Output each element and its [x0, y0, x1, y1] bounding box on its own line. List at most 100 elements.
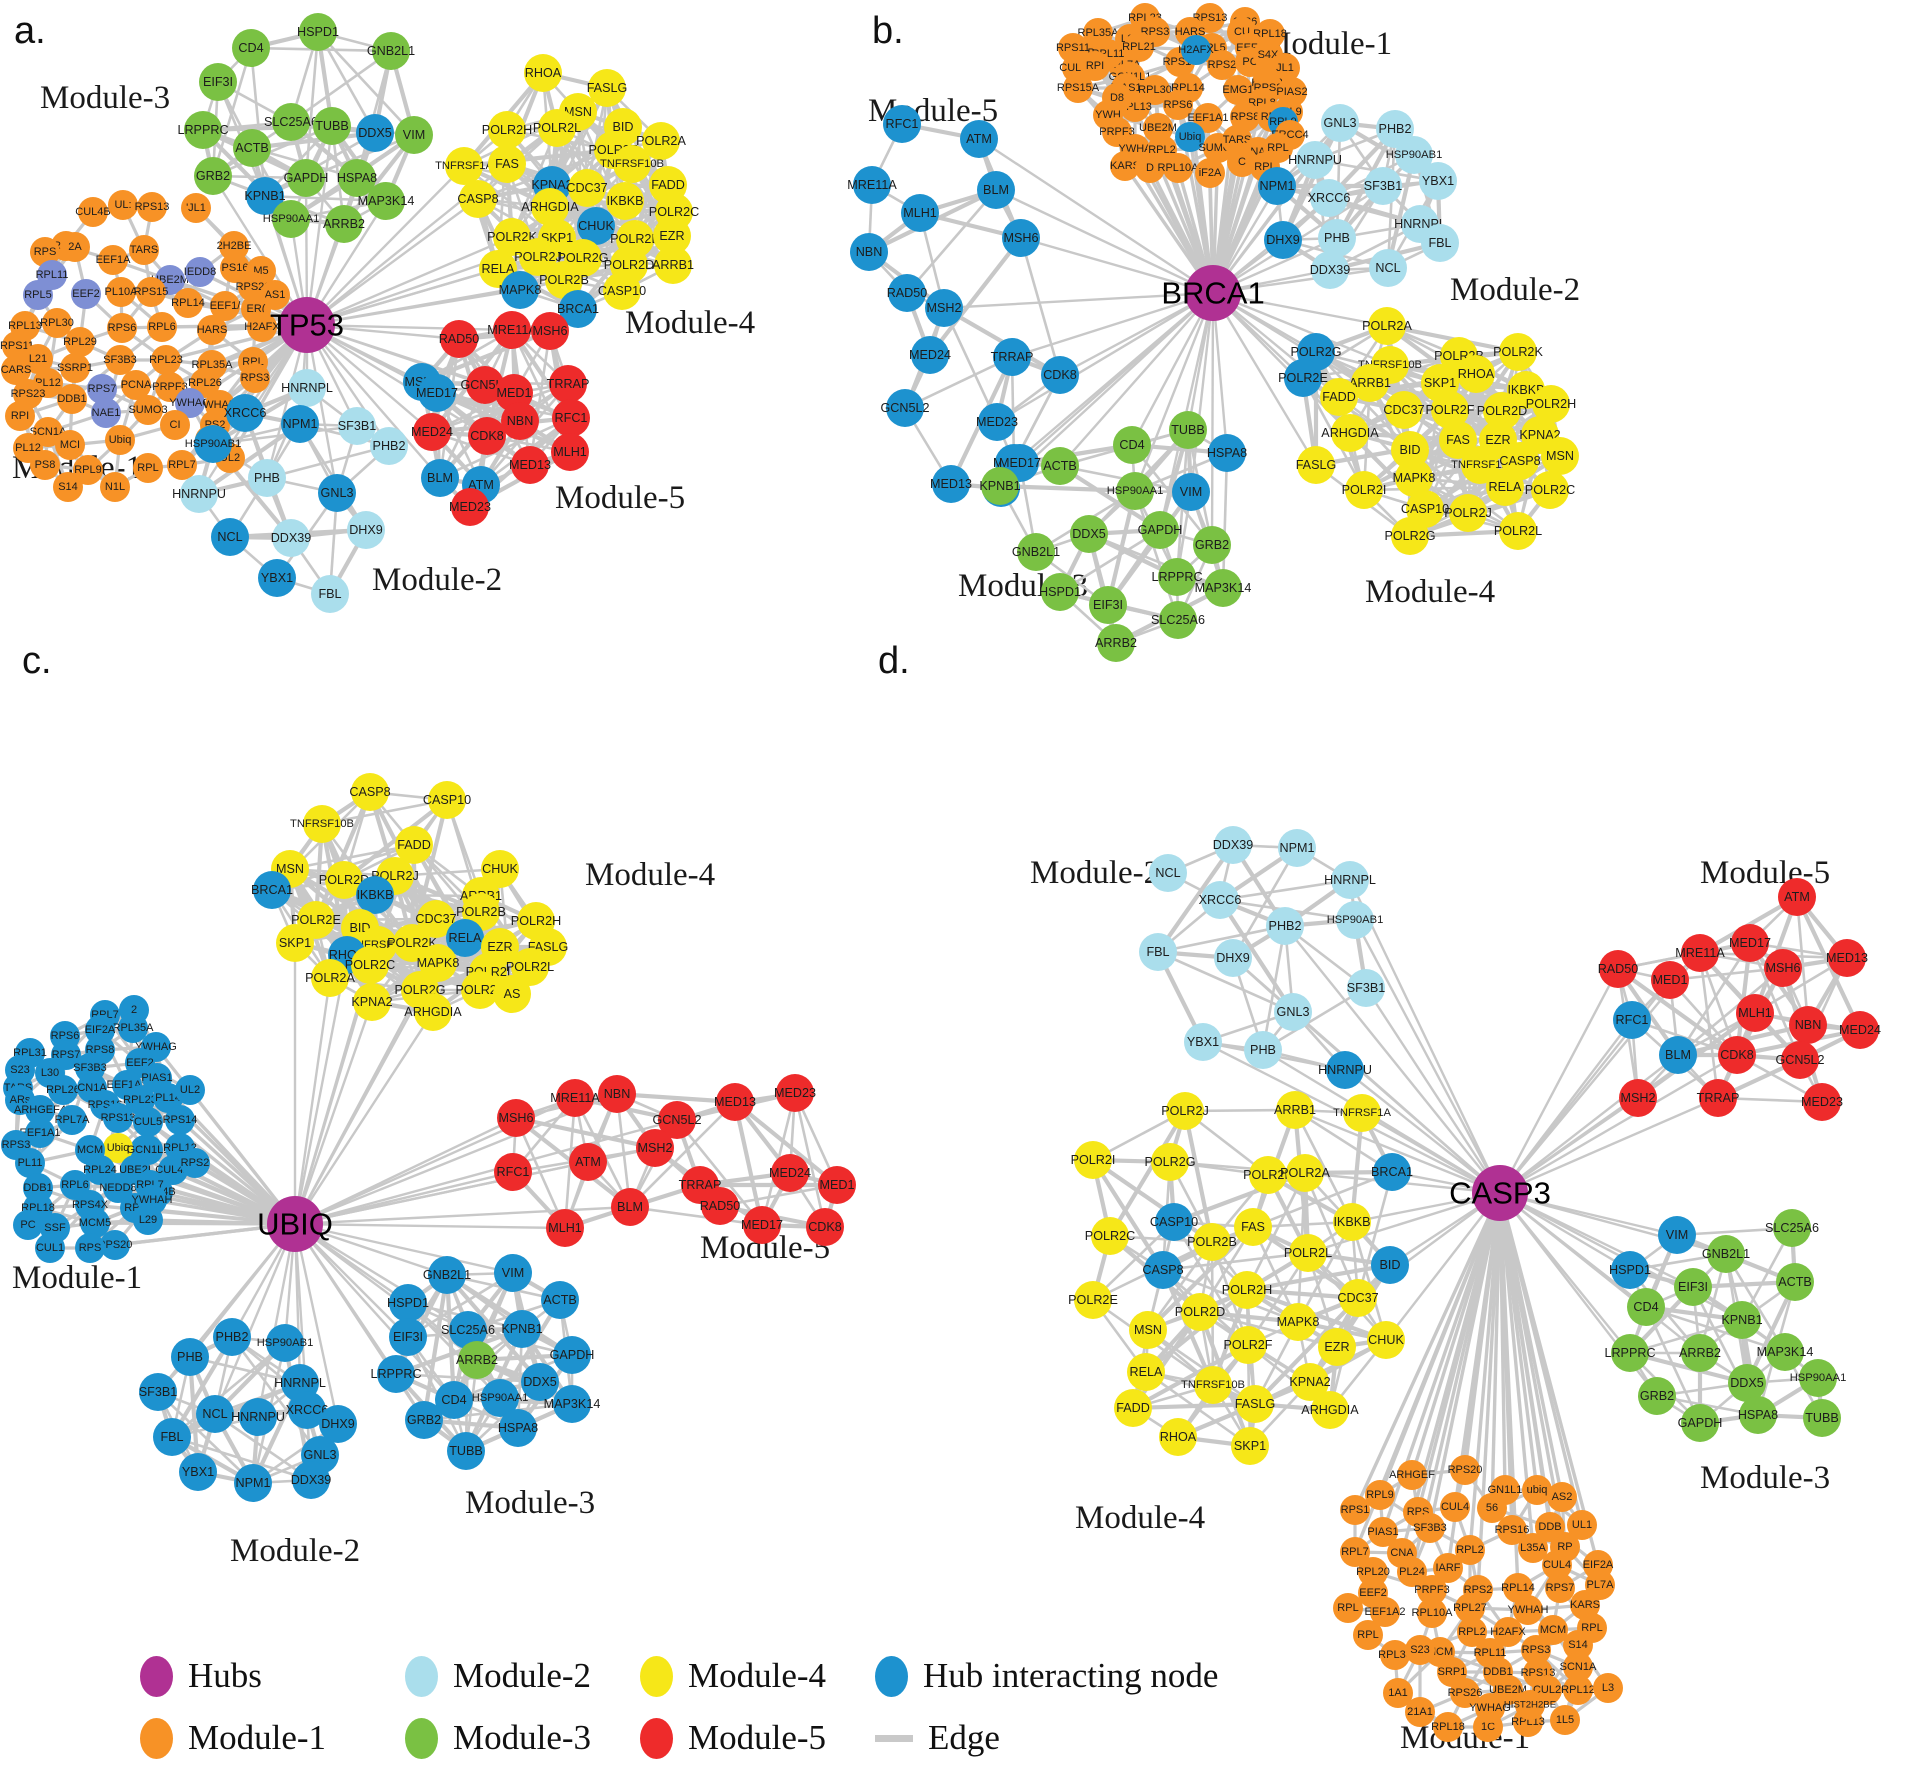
network-node[interactable]: PCNA	[121, 370, 152, 400]
network-node[interactable]: RPS6	[107, 313, 137, 343]
node-circle[interactable]	[603, 272, 641, 310]
network-node[interactable]: RPL18	[1431, 1712, 1465, 1742]
network-node[interactable]: GNB2L1	[367, 32, 415, 70]
network-node[interactable]: RPS7	[87, 374, 117, 404]
network-node[interactable]: POLR2H	[482, 111, 532, 149]
network-node[interactable]: CI	[160, 410, 190, 440]
network-node[interactable]: FBL	[1139, 933, 1177, 971]
node-circle[interactable]	[488, 111, 526, 149]
node-circle[interactable]	[87, 374, 117, 404]
node-circle[interactable]	[180, 475, 218, 513]
network-node[interactable]: BRCA1	[557, 290, 599, 328]
network-node[interactable]: MED1	[1651, 961, 1689, 999]
network-node[interactable]: CD4	[232, 29, 270, 67]
node-circle[interactable]	[299, 13, 337, 51]
node-circle[interactable]	[197, 315, 227, 345]
node-circle[interactable]	[155, 372, 185, 402]
node-circle[interactable]	[356, 114, 394, 152]
network-node[interactable]: CASP8	[457, 180, 499, 218]
network-node[interactable]: CUL4	[1440, 1492, 1470, 1522]
node-circle[interactable]	[160, 410, 190, 440]
network-node[interactable]: RPL9	[73, 455, 103, 485]
network-node[interactable]: GNB2L1	[1702, 1235, 1750, 1273]
network-node[interactable]: CDC37	[566, 169, 608, 207]
node-circle[interactable]	[105, 345, 135, 375]
network-node[interactable]: PL10A	[104, 277, 138, 307]
node-circle[interactable]	[313, 107, 351, 145]
network-node[interactable]: DDX39	[1213, 826, 1254, 864]
network-node[interactable]: Ubiq	[105, 425, 135, 455]
network-node[interactable]: FADD	[1114, 1389, 1152, 1427]
node-circle[interactable]	[370, 427, 408, 465]
network-node[interactable]: MAPK8	[1277, 1303, 1320, 1341]
network-node[interactable]: BID	[1371, 1246, 1409, 1284]
network-node[interactable]: PS8	[30, 450, 60, 480]
network-node[interactable]: PHB2	[1266, 907, 1304, 945]
network-node[interactable]: IKBKB	[606, 182, 644, 220]
network-node[interactable]: GNL3	[1274, 993, 1312, 1031]
network-node[interactable]: N1L	[100, 472, 130, 502]
network-node[interactable]: PHB	[248, 459, 286, 497]
network-node[interactable]: RPS1	[1340, 1495, 1370, 1525]
network-node[interactable]: MSN	[1129, 1311, 1167, 1349]
network-node[interactable]: CHUK	[577, 207, 615, 245]
network-node[interactable]: S23	[1405, 1635, 1435, 1665]
network-node[interactable]: POLR2B	[539, 261, 589, 299]
network-node[interactable]: HSP90AB1	[185, 425, 242, 463]
node-circle[interactable]	[5, 401, 35, 431]
network-node[interactable]: RHOA	[524, 54, 562, 92]
node-circle[interactable]	[78, 197, 108, 227]
node-circle[interactable]	[194, 157, 232, 195]
network-node[interactable]: RELA	[1127, 1353, 1165, 1391]
network-node[interactable]: TNFRSF10B	[600, 145, 664, 183]
network-node[interactable]: CHUK	[1367, 1321, 1405, 1359]
network-node[interactable]: ARHGDIA	[521, 188, 579, 226]
network-node[interactable]: UL:	[108, 190, 138, 220]
network-node[interactable]: HSPD1	[297, 13, 339, 51]
network-node[interactable]: RPL14	[171, 288, 205, 318]
node-circle[interactable]	[199, 63, 237, 101]
network-node[interactable]: VIM	[395, 116, 433, 154]
node-circle[interactable]	[55, 430, 85, 460]
node-circle[interactable]	[185, 257, 215, 287]
network-node[interactable]: NPM1	[281, 405, 319, 443]
network-node[interactable]: 'JL1	[181, 193, 211, 223]
node-circle[interactable]	[577, 207, 615, 245]
network-node[interactable]: CASP10	[598, 272, 646, 310]
node-circle[interactable]	[184, 111, 222, 149]
node-circle[interactable]	[133, 453, 163, 483]
network-node[interactable]: SSRP1	[57, 353, 93, 383]
network-node[interactable]: H2AFX	[244, 312, 280, 342]
network-node[interactable]: SF3B1	[1347, 969, 1386, 1007]
node-circle[interactable]	[220, 253, 250, 283]
network-node[interactable]: RPS13	[135, 192, 170, 222]
network-node[interactable]: GRB2	[194, 157, 232, 195]
network-node[interactable]: ATM	[1778, 878, 1816, 916]
node-circle[interactable]	[30, 450, 60, 480]
node-circle[interactable]	[107, 313, 137, 343]
network-node[interactable]: EEF1/	[210, 291, 242, 321]
node-circle[interactable]	[318, 474, 356, 512]
network-node[interactable]: FAS	[488, 145, 526, 183]
network-node[interactable]: DDX5	[356, 114, 394, 152]
network-node[interactable]: 2A	[60, 232, 90, 262]
node-circle[interactable]	[98, 245, 128, 275]
node-circle[interactable]	[219, 231, 249, 261]
network-node[interactable]: EIF3I	[199, 63, 237, 101]
network-node[interactable]: TUBB	[313, 107, 351, 145]
node-circle[interactable]	[287, 159, 325, 197]
node-circle[interactable]	[57, 384, 87, 414]
network-node[interactable]: RPS	[30, 237, 60, 267]
node-circle[interactable]	[240, 363, 270, 393]
node-circle[interactable]	[151, 345, 181, 375]
network-node[interactable]: RFC1	[1613, 1001, 1651, 1039]
node-circle[interactable]	[642, 122, 680, 160]
network-node[interactable]: DDB1	[57, 384, 87, 414]
node-circle[interactable]	[147, 312, 177, 342]
network-node[interactable]: RPL5	[23, 280, 53, 310]
network-node[interactable]: IKBKB	[1333, 1203, 1371, 1241]
network-node[interactable]: HSPA8	[337, 159, 377, 197]
network-node[interactable]: EZR	[1318, 1328, 1356, 1366]
network-node[interactable]: RPL7	[167, 450, 197, 480]
node-circle[interactable]	[559, 290, 597, 328]
